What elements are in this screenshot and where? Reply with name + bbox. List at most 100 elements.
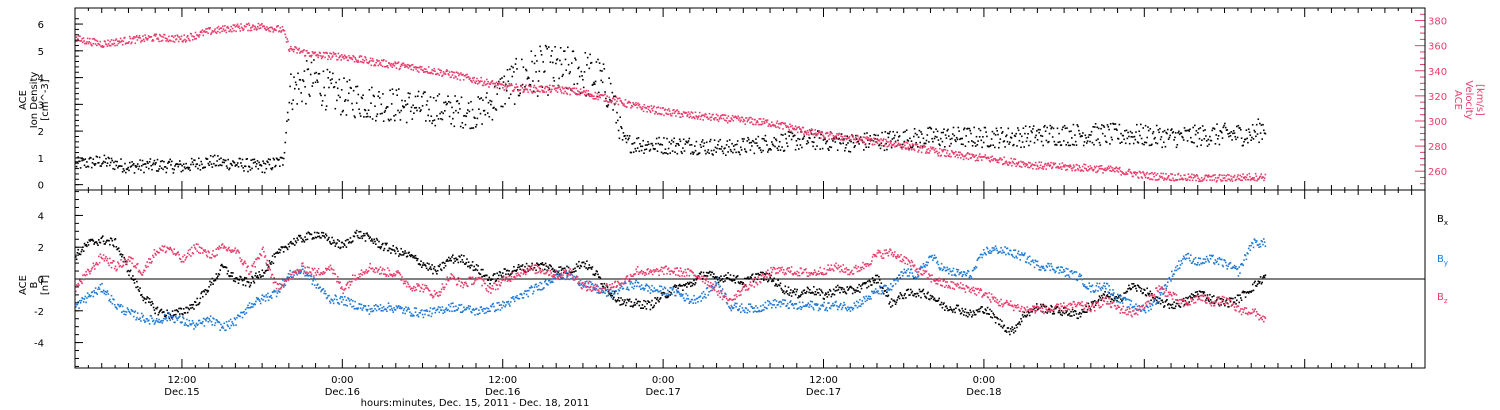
bx-point xyxy=(358,231,360,233)
velocity-point xyxy=(957,156,959,159)
density-point xyxy=(948,145,951,147)
density-point xyxy=(464,123,467,126)
density-point xyxy=(232,160,234,162)
density-point xyxy=(138,165,141,168)
bx-point xyxy=(231,275,233,277)
bx-point xyxy=(894,303,897,305)
bx-point xyxy=(263,272,266,274)
bx-point xyxy=(882,292,885,295)
density-point xyxy=(746,140,748,142)
density-point xyxy=(641,145,644,148)
density-point xyxy=(329,79,332,81)
bx-point xyxy=(785,291,787,293)
velocity-point xyxy=(784,122,786,125)
velocity-point xyxy=(610,101,613,104)
velocity-point xyxy=(885,138,887,141)
bx-point xyxy=(1003,324,1006,327)
velocity-point xyxy=(910,147,912,150)
density-point xyxy=(917,136,920,138)
velocity-point xyxy=(755,121,758,124)
bx-point xyxy=(347,238,349,241)
density-point xyxy=(947,128,949,131)
velocity-point xyxy=(187,37,190,40)
velocity-point xyxy=(1031,163,1033,165)
density-point xyxy=(1045,139,1048,142)
velocity-point xyxy=(128,35,131,38)
density-point xyxy=(1178,133,1181,136)
velocity-point xyxy=(457,72,459,74)
density-point xyxy=(995,127,998,130)
bx-point xyxy=(1187,296,1190,299)
velocity-point xyxy=(168,35,170,38)
bx-point xyxy=(1091,303,1094,305)
velocity-point xyxy=(1051,166,1054,168)
density-point xyxy=(152,163,154,166)
bx-point xyxy=(471,264,473,267)
density-point xyxy=(941,140,944,143)
velocity-point xyxy=(569,93,571,96)
density-point xyxy=(467,109,469,111)
bx-point xyxy=(1109,300,1112,303)
density-point xyxy=(635,150,637,152)
bx-point xyxy=(1160,299,1163,302)
density-point xyxy=(970,132,972,135)
bx-point xyxy=(898,295,900,297)
velocity-point xyxy=(378,60,380,62)
density-point xyxy=(692,153,694,155)
bx-point xyxy=(1234,296,1236,299)
density-point xyxy=(525,69,528,72)
bx-point xyxy=(332,239,335,242)
velocity-point xyxy=(656,106,658,109)
velocity-point xyxy=(118,40,120,42)
velocity-point xyxy=(1014,158,1017,161)
velocity-point xyxy=(726,117,728,119)
density-point xyxy=(555,62,557,65)
bx-point xyxy=(1074,310,1076,312)
bx-point xyxy=(625,304,627,307)
velocity-point xyxy=(476,77,478,80)
density-point xyxy=(1182,139,1185,141)
bx-point xyxy=(652,306,655,308)
velocity-point xyxy=(242,29,244,31)
bx-point xyxy=(298,234,300,237)
density-point xyxy=(342,109,344,112)
velocity-point xyxy=(1158,178,1160,180)
velocity-point xyxy=(606,95,608,97)
velocity-point xyxy=(1172,177,1174,180)
velocity-point xyxy=(1192,177,1195,179)
density-point xyxy=(1040,140,1043,143)
velocity-point xyxy=(1177,172,1180,175)
density-point xyxy=(599,69,602,72)
density-point xyxy=(756,145,759,147)
velocity-point xyxy=(139,37,141,39)
density-point xyxy=(1262,123,1264,126)
velocity-point xyxy=(925,150,928,153)
velocity-point xyxy=(447,73,450,75)
density-point xyxy=(972,141,975,143)
velocity-point xyxy=(561,86,564,88)
density-point xyxy=(358,108,360,110)
density-point xyxy=(219,164,221,166)
density-point xyxy=(1026,137,1029,139)
density-point xyxy=(1136,123,1138,126)
bx-point xyxy=(771,279,774,281)
velocity-point xyxy=(270,26,272,29)
density-point xyxy=(929,127,932,129)
velocity-point xyxy=(477,79,480,82)
bx-point xyxy=(1174,305,1177,307)
velocity-point xyxy=(1227,178,1230,180)
density-point xyxy=(558,77,560,80)
velocity-point xyxy=(173,41,176,43)
bx-point xyxy=(143,297,145,299)
velocity-point xyxy=(972,154,975,156)
bx-point xyxy=(158,311,160,314)
velocity-point xyxy=(1235,178,1238,181)
bx-point xyxy=(735,276,737,279)
velocity-point xyxy=(147,37,149,40)
density-point xyxy=(1167,128,1169,131)
bx-point xyxy=(721,278,724,280)
density-point xyxy=(840,133,843,135)
density-point xyxy=(1097,127,1100,130)
density-point xyxy=(1263,129,1265,132)
bx-point xyxy=(633,301,636,304)
